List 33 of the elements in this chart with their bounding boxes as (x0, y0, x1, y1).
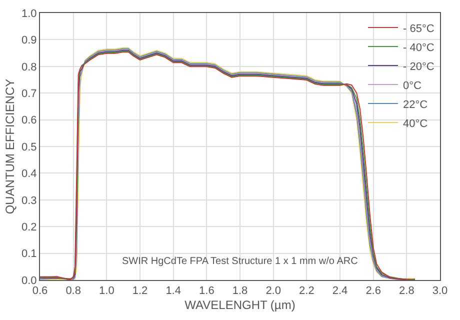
x-tick-label: 2.0 (266, 285, 281, 298)
y-tick-label: 0.3 (22, 194, 37, 207)
legend-label: - 65°C (403, 22, 434, 35)
x-tick-label: 1.0 (99, 285, 114, 298)
y-tick-label: 0.8 (22, 61, 37, 74)
x-tick-label: 2.6 (366, 285, 381, 298)
legend-label: 0°C (403, 80, 422, 92)
x-tick-label: 0.6 (32, 285, 48, 298)
x-tick-label: 1.2 (132, 285, 148, 298)
x-tick-label: 2.8 (399, 285, 414, 298)
y-tick-label: 0.2 (22, 221, 37, 234)
legend-label: - 20°C (403, 60, 434, 73)
y-tick-label: 0.9 (22, 34, 37, 47)
x-tick-label: 2.4 (332, 285, 348, 298)
annotation: SWIR HgCdTe FPA Test Structure 1 x 1 mm w/o ARC (122, 256, 358, 267)
x-tick-label: 1.6 (199, 285, 214, 298)
legend-label: 40°C (403, 118, 428, 130)
legend-label: 22°C (403, 98, 428, 111)
y-tick-label: 0.1 (22, 248, 37, 260)
y-tick-label: 0.7 (22, 88, 37, 100)
y-axis-title: QUANTUM EFFICIENCY (2, 78, 17, 214)
y-tick-label: 0.4 (22, 168, 37, 180)
x-tick-label: 2.2 (299, 285, 314, 298)
x-tick-label: 1.8 (232, 285, 248, 298)
x-tick-label: 3.0 (432, 285, 448, 298)
x-axis-title: WAVELENGHT (µm) (184, 298, 296, 312)
legend-label: - 40°C (403, 42, 434, 54)
x-tick-label: 0.8 (66, 285, 81, 298)
y-tick-label: 1.0 (22, 8, 37, 20)
y-tick-label: 0.6 (22, 114, 37, 127)
x-tick-label: 1.4 (166, 285, 181, 298)
y-tick-label: 0.0 (22, 274, 37, 287)
y-tick-label: 0.5 (22, 141, 37, 154)
